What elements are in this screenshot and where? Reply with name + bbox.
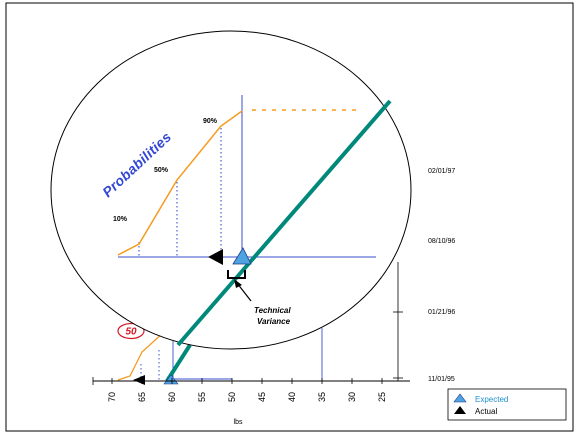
date-label-020197: 02/01/97	[428, 168, 455, 175]
x-tick-label: 25	[377, 392, 387, 402]
x-tick-label: 50	[227, 392, 237, 402]
technical-label: Technical	[254, 306, 291, 315]
small-expected-marker	[163, 374, 179, 385]
probability-curve	[117, 110, 243, 256]
x-tick-label: 45	[257, 392, 267, 402]
x-axis-ticks: 70 65 60 55 50 45 40 35 30 25	[92, 377, 387, 402]
x-tick-label: 40	[287, 392, 297, 402]
variance-label: Variance	[257, 317, 291, 326]
legend-expected-icon	[453, 393, 467, 403]
x-tick-label: 35	[317, 392, 327, 402]
date-label-012196: 01/21/96	[428, 309, 455, 316]
level-50-label: 50%	[154, 167, 169, 174]
expected-line	[176, 99, 392, 347]
legend-expected-label: Expected	[475, 395, 508, 404]
x-tick-label: 55	[197, 392, 207, 402]
actual-marker	[208, 249, 223, 265]
level-90-label: 90%	[203, 118, 218, 125]
date-label-081096: 08/10/96	[428, 238, 455, 245]
legend-actual-icon	[454, 406, 466, 414]
x-tick-label: 70	[107, 392, 117, 402]
legend-actual-label: Actual	[475, 407, 497, 416]
expected-marker	[232, 247, 252, 265]
variance-arrow-head	[234, 279, 242, 288]
variance-bracket	[227, 270, 246, 279]
level-10-label: 10%	[113, 216, 128, 223]
base-chart: 50 70 65 60 55 50 45 40 35 30 25 lbs	[92, 262, 410, 426]
magnifier-circle	[50, 30, 412, 350]
legend: Expected Actual	[447, 388, 567, 421]
small-probability-curve	[117, 331, 165, 381]
x-tick-label: 65	[137, 392, 147, 402]
date-label-011195: 11/01/95	[428, 376, 455, 383]
x-tick-label: 60	[167, 392, 177, 402]
badge-50-outline	[117, 322, 145, 340]
badge-50: 50	[125, 327, 137, 338]
legend-box	[447, 388, 567, 421]
x-axis-title: lbs	[234, 419, 243, 426]
x-tick-label: 30	[347, 392, 357, 402]
